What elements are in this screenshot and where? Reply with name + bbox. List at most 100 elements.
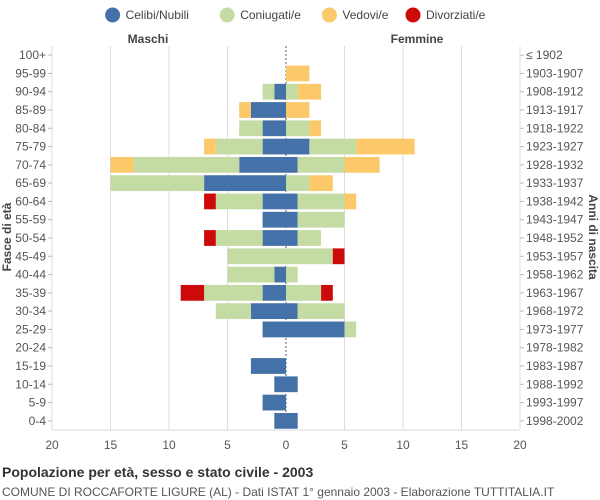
bar-female-divorziati-e bbox=[321, 284, 333, 301]
x-tick-label: 10 bbox=[396, 438, 410, 452]
bar-male-divorziati-e bbox=[204, 230, 216, 246]
bar-female-celibi-nubili bbox=[286, 211, 298, 228]
age-group-label: 70-74 bbox=[15, 158, 46, 172]
bar-female-celibi-nubili bbox=[286, 303, 298, 320]
bar-female-celibi-nubili bbox=[286, 138, 310, 155]
bar-male-coniugati-e bbox=[215, 303, 251, 320]
females-side-label: Femmine bbox=[391, 32, 444, 46]
birth-year-label: 1913-1917 bbox=[526, 103, 584, 117]
birth-year-label: 1993-1997 bbox=[526, 396, 584, 410]
birth-year-label: 1978-1982 bbox=[526, 341, 584, 355]
x-axis-ticks: 20 15 10 5 0 5 10 15 20 bbox=[45, 438, 527, 452]
chart-title: Popolazione per età, sesso e stato civil… bbox=[2, 464, 314, 480]
birth-year-label: 1903-1907 bbox=[526, 66, 584, 80]
birth-year-label: 1938-1942 bbox=[526, 194, 584, 208]
birth-year-label: 1918-1922 bbox=[526, 121, 584, 135]
bar-female-coniugati-e bbox=[297, 230, 322, 246]
bar-female-coniugati-e bbox=[286, 83, 298, 100]
bar-female-celibi-nubili bbox=[286, 412, 298, 429]
y-axis-title-left: Fasce di età bbox=[0, 202, 14, 271]
age-group-label: 95-99 bbox=[15, 66, 46, 80]
legend-label-divorziati-e: Divorziati/e bbox=[426, 8, 486, 22]
bar-male-coniugati-e bbox=[215, 138, 263, 155]
grid bbox=[48, 46, 524, 431]
y-axis-title-right: Anni di nascita bbox=[586, 194, 600, 280]
age-group-label: 15-19 bbox=[15, 359, 46, 373]
bar-male-divorziati-e bbox=[180, 284, 205, 301]
legend-marker-vedovi-e bbox=[321, 7, 337, 23]
bar-male-celibi-nubili bbox=[274, 83, 286, 100]
bar-male-celibi-nubili bbox=[274, 266, 286, 283]
bar-female-vedovi-e bbox=[286, 65, 310, 82]
x-tick-label: 20 bbox=[513, 438, 527, 452]
birth-year-label: ≤ 1902 bbox=[526, 48, 563, 62]
birth-year-label: 1958-1962 bbox=[526, 268, 584, 282]
bar-male-celibi-nubili bbox=[262, 230, 286, 246]
legend-marker-coniugati-e bbox=[219, 7, 235, 23]
birth-year-label: 1933-1937 bbox=[526, 176, 584, 190]
bar-male-celibi-nubili bbox=[262, 394, 286, 411]
bar-female-coniugati-e bbox=[286, 266, 298, 283]
bar-female-vedovi-e bbox=[344, 156, 380, 173]
bars bbox=[110, 65, 415, 429]
bar-female-vedovi-e bbox=[356, 138, 415, 155]
bar-female-coniugati-e bbox=[297, 211, 345, 228]
bar-female-celibi-nubili bbox=[286, 193, 298, 210]
age-group-label: 90-94 bbox=[15, 85, 46, 99]
age-group-label: 0-4 bbox=[29, 414, 47, 428]
legend-marker-divorziati-e bbox=[405, 7, 421, 23]
birth-year-label: 1928-1932 bbox=[526, 158, 584, 172]
x-tick-label: 5 bbox=[341, 438, 348, 452]
legend-label-vedovi-e: Vedovi/e bbox=[342, 8, 388, 22]
birth-year-label: 1943-1947 bbox=[526, 213, 584, 227]
age-group-label: 75-79 bbox=[15, 140, 46, 154]
bar-male-celibi-nubili bbox=[239, 156, 286, 173]
age-group-label: 100+ bbox=[19, 48, 46, 62]
bar-male-coniugati-e bbox=[204, 284, 263, 301]
bar-female-coniugati-e bbox=[286, 284, 322, 301]
x-tick-label: 0 bbox=[283, 438, 290, 452]
males-side-label: Maschi bbox=[128, 32, 169, 46]
bar-male-celibi-nubili bbox=[262, 193, 286, 210]
age-group-label: 80-84 bbox=[15, 121, 46, 135]
bar-male-coniugati-e bbox=[262, 83, 275, 100]
birth-year-label: 1973-1977 bbox=[526, 322, 584, 336]
bar-male-coniugati-e bbox=[110, 175, 205, 192]
bar-female-coniugati-e bbox=[286, 120, 310, 137]
bar-male-vedovi-e bbox=[110, 156, 134, 173]
bar-male-celibi-nubili bbox=[274, 376, 286, 393]
birth-year-label: 1963-1967 bbox=[526, 286, 584, 300]
bar-female-coniugati-e bbox=[297, 303, 345, 320]
bar-male-celibi-nubili bbox=[262, 138, 286, 155]
age-group-label: 50-54 bbox=[15, 231, 46, 245]
bar-male-coniugati-e bbox=[215, 193, 263, 210]
bar-male-celibi-nubili bbox=[250, 102, 286, 118]
bar-female-vedovi-e bbox=[286, 102, 310, 118]
legend: Celibi/Nubili Coniugati/e Vedovi/e Divorzia… bbox=[105, 7, 486, 23]
bar-female-celibi-nubili bbox=[286, 376, 298, 393]
age-group-label: 65-69 bbox=[15, 176, 46, 190]
bar-male-celibi-nubili bbox=[250, 303, 286, 320]
bar-male-coniugati-e bbox=[215, 230, 263, 246]
bar-male-coniugati-e bbox=[227, 248, 286, 265]
bar-female-coniugati-e bbox=[286, 248, 333, 265]
birth-year-label: 1908-1912 bbox=[526, 85, 584, 99]
birth-year-label: 1953-1957 bbox=[526, 249, 584, 263]
x-tick-label: 5 bbox=[224, 438, 231, 452]
age-group-label: 10-14 bbox=[15, 377, 46, 391]
age-group-label: 85-89 bbox=[15, 103, 46, 117]
age-group-label: 55-59 bbox=[15, 213, 46, 227]
bar-male-vedovi-e bbox=[204, 138, 216, 155]
age-group-label: 35-39 bbox=[15, 286, 46, 300]
x-tick-label: 15 bbox=[455, 438, 469, 452]
x-tick-label: 20 bbox=[45, 438, 59, 452]
bar-female-celibi-nubili bbox=[286, 230, 298, 246]
birth-year-label: 1998-2002 bbox=[526, 414, 584, 428]
legend-marker-celibi-nubili bbox=[105, 7, 121, 23]
birth-year-label: 1923-1927 bbox=[526, 140, 584, 154]
bar-female-coniugati-e bbox=[286, 175, 310, 192]
bar-male-celibi-nubili bbox=[262, 120, 286, 137]
bar-male-celibi-nubili bbox=[262, 284, 286, 301]
chart-subtitle: COMUNE DI ROCCAFORTE LIGURE (AL) - Dati … bbox=[2, 485, 555, 499]
bar-male-divorziati-e bbox=[204, 193, 216, 210]
